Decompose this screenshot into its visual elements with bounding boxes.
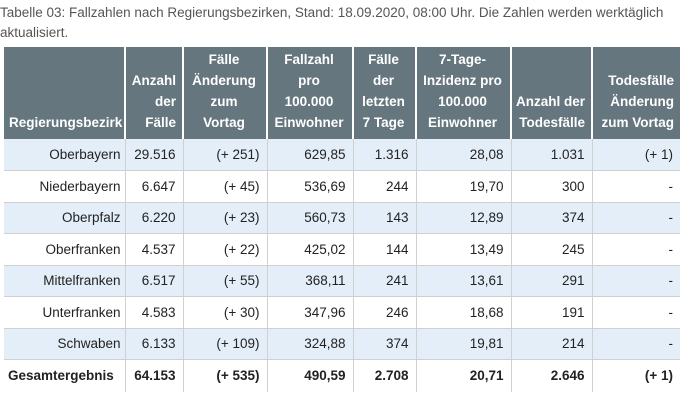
case-change-cell: (+ 22) <box>183 233 268 266</box>
column-header-death-change: Todesfälle Änderung zum Vortag <box>592 47 680 139</box>
cases-7-days-cell: 2.708 <box>353 359 417 392</box>
table-row: Mittelfranken 6.517 (+ 55) 368,11 241 13,61 29… <box>4 265 680 297</box>
deaths-cell: 291 <box>511 265 593 297</box>
cases-7-days-cell: 246 <box>353 296 417 329</box>
table-row: Oberbayern 29.516 (+ 251) 629,85 1.316 28,08 1… <box>4 139 680 171</box>
death-change-cell: - <box>592 233 680 266</box>
column-header-region: Regierungsbezirk <box>4 47 126 139</box>
region-cell: Unterfranken <box>4 296 126 329</box>
region-cell: Oberfranken <box>4 233 126 266</box>
cases-7-days-cell: 374 <box>353 328 417 360</box>
death-change-cell: (+ 1) <box>592 359 680 392</box>
cases-per-100k-cell: 368,11 <box>267 265 354 297</box>
death-change-cell: - <box>592 328 680 360</box>
deaths-cell: 300 <box>511 170 593 203</box>
cases-per-100k-cell: 347,96 <box>267 296 354 329</box>
incidence-cell: 13,49 <box>416 233 512 266</box>
cases-cell: 6.517 <box>125 265 184 297</box>
cases-cell: 64.153 <box>125 359 184 392</box>
region-cell: Mittelfranken <box>4 265 126 297</box>
region-cell: Oberpfalz <box>4 202 126 234</box>
case-numbers-table: Regierungsbezirk Anzahl der Fälle Fälle … <box>4 47 680 392</box>
cases-cell: 6.647 <box>125 170 184 203</box>
death-change-cell: - <box>592 265 680 297</box>
cases-7-days-cell: 144 <box>353 233 417 266</box>
table-total-row: Gesamtergebnis 64.153 (+ 535) 490,59 2.708 20… <box>4 359 680 392</box>
case-change-cell: (+ 251) <box>183 139 268 171</box>
cases-per-100k-cell: 490,59 <box>267 359 354 392</box>
column-header-7-day-incidence: 7-Tage-Inzidenz pro 100.000 Einwohner <box>416 47 512 139</box>
case-change-cell: (+ 55) <box>183 265 268 297</box>
case-change-cell: (+ 45) <box>183 170 268 203</box>
incidence-cell: 19,81 <box>416 328 512 360</box>
cases-cell: 6.220 <box>125 202 184 234</box>
cases-7-days-cell: 241 <box>353 265 417 297</box>
incidence-cell: 20,71 <box>416 359 512 392</box>
cases-cell: 4.583 <box>125 296 184 329</box>
table-row: Unterfranken 4.583 (+ 30) 347,96 246 18,68 191… <box>4 296 680 329</box>
cases-per-100k-cell: 324,88 <box>267 328 354 360</box>
table-row: Oberpfalz 6.220 (+ 23) 560,73 143 12,89 374- <box>4 202 680 234</box>
table-caption: Tabelle 03: Fallzahlen nach Regierungsbe… <box>0 5 664 40</box>
table-row: Niederbayern 6.647 (+ 45) 536,69 244 19,70 300… <box>4 170 680 203</box>
death-change-cell: (+ 1) <box>592 139 680 171</box>
cases-per-100k-cell: 560,73 <box>267 202 354 234</box>
column-header-deaths: Anzahl der Todesfälle <box>511 47 593 139</box>
cases-per-100k-cell: 425,02 <box>267 233 354 266</box>
column-header-cases-7-days: Fälle der letzten 7 Tage <box>353 47 417 139</box>
death-change-cell: - <box>592 202 680 234</box>
cases-cell: 29.516 <box>125 139 184 171</box>
region-cell: Gesamtergebnis <box>4 359 126 392</box>
table-row: Oberfranken 4.537 (+ 22) 425,02 144 13,49 245- <box>4 233 680 266</box>
deaths-cell: 2.646 <box>511 359 593 392</box>
case-change-cell: (+ 109) <box>183 328 268 360</box>
case-change-cell: (+ 535) <box>183 359 268 392</box>
cases-per-100k-cell: 629,85 <box>267 139 354 171</box>
column-header-case-change: Fälle Änderung zum Vortag <box>183 47 268 139</box>
incidence-cell: 13,61 <box>416 265 512 297</box>
death-change-cell: - <box>592 296 680 329</box>
case-change-cell: (+ 30) <box>183 296 268 329</box>
table-header-row: Regierungsbezirk Anzahl der Fälle Fälle … <box>4 47 680 139</box>
column-header-cases-per-100k: Fallzahl pro 100.000 Einwohner <box>267 47 354 139</box>
death-change-cell: - <box>592 170 680 203</box>
deaths-cell: 245 <box>511 233 593 266</box>
region-cell: Niederbayern <box>4 170 126 203</box>
cases-per-100k-cell: 536,69 <box>267 170 354 203</box>
deaths-cell: 374 <box>511 202 593 234</box>
incidence-cell: 19,70 <box>416 170 512 203</box>
cases-7-days-cell: 244 <box>353 170 417 203</box>
cases-cell: 4.537 <box>125 233 184 266</box>
deaths-cell: 214 <box>511 328 593 360</box>
table-body: Oberbayern 29.516 (+ 251) 629,85 1.316 28,08 1… <box>4 139 680 392</box>
deaths-cell: 191 <box>511 296 593 329</box>
incidence-cell: 18,68 <box>416 296 512 329</box>
cases-cell: 6.133 <box>125 328 184 360</box>
region-cell: Oberbayern <box>4 139 126 171</box>
incidence-cell: 28,08 <box>416 139 512 171</box>
cases-7-days-cell: 143 <box>353 202 417 234</box>
column-header-cases: Anzahl der Fälle <box>125 47 184 139</box>
cases-7-days-cell: 1.316 <box>353 139 417 171</box>
table-row: Schwaben 6.133 (+ 109) 324,88 374 19,81 214- <box>4 328 680 360</box>
incidence-cell: 12,89 <box>416 202 512 234</box>
case-change-cell: (+ 23) <box>183 202 268 234</box>
region-cell: Schwaben <box>4 328 126 360</box>
deaths-cell: 1.031 <box>511 139 593 171</box>
